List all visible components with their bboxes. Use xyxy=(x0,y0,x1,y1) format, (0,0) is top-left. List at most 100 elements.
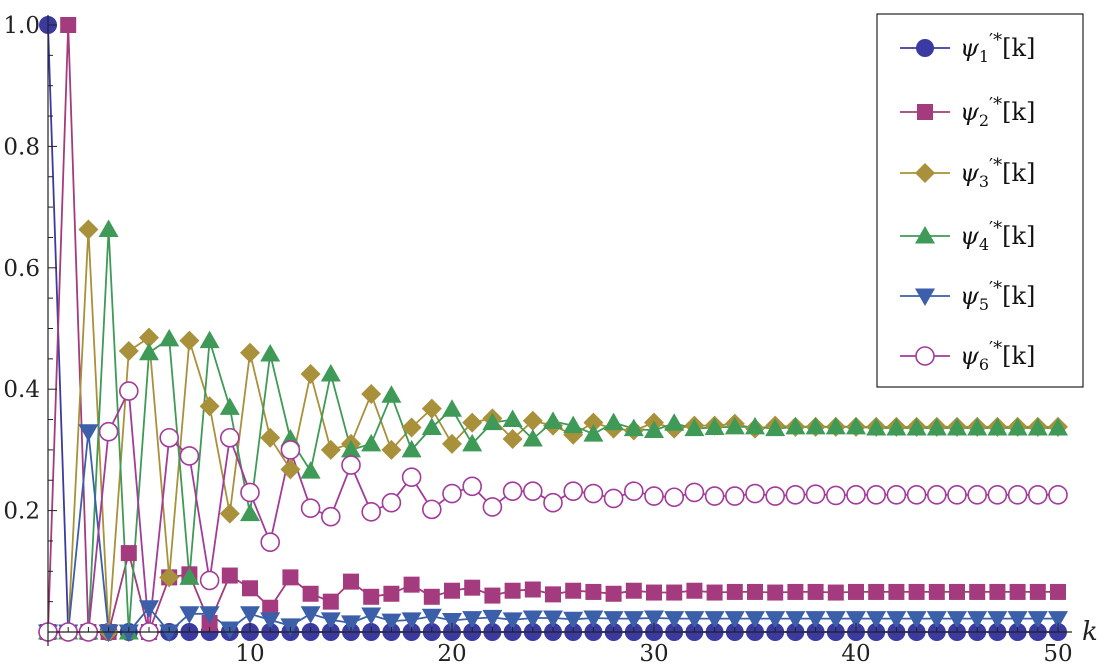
data-point xyxy=(240,482,260,503)
data-point xyxy=(644,486,664,506)
data-point xyxy=(320,506,341,527)
data-point xyxy=(724,416,745,435)
data-point xyxy=(240,606,260,624)
data-point xyxy=(280,440,301,460)
data-point xyxy=(866,485,887,505)
data-point xyxy=(464,579,481,596)
x-ticks: 10 20 30 40 50 xyxy=(67,623,1073,667)
data-point xyxy=(989,583,1006,600)
data-point xyxy=(686,582,703,599)
data-point xyxy=(543,492,563,513)
data-point xyxy=(623,611,644,629)
data-point xyxy=(522,481,543,501)
data-point xyxy=(159,427,179,448)
data-point xyxy=(563,415,584,434)
legend: ψ1′*[k] ψ2′*[k] ψ3′*[k] ψ4′*[k] ψ5′*[k] ψ6′*[… xyxy=(876,13,1084,388)
data-point xyxy=(664,413,685,431)
data-point xyxy=(421,398,442,419)
data-point xyxy=(906,611,927,629)
data-point xyxy=(221,567,238,584)
data-point xyxy=(260,532,281,552)
legend-item-6: ψ6′*[k] xyxy=(900,338,1035,374)
data-point xyxy=(947,418,967,436)
data-point xyxy=(280,459,301,480)
data-point xyxy=(545,586,561,603)
data-point xyxy=(1048,485,1068,505)
data-point xyxy=(644,420,664,438)
data-point xyxy=(502,409,523,428)
data-point xyxy=(787,583,804,600)
data-point xyxy=(320,439,341,460)
data-point xyxy=(199,570,220,591)
data-point xyxy=(724,611,745,629)
data-point xyxy=(442,433,462,454)
data-point xyxy=(383,585,400,602)
data-point xyxy=(78,219,99,240)
data-point xyxy=(585,583,602,600)
data-point xyxy=(1027,611,1048,629)
data-point xyxy=(949,583,965,600)
data-point xyxy=(219,397,240,415)
data-point xyxy=(502,428,523,449)
data-point xyxy=(583,483,604,504)
data-point xyxy=(444,582,460,599)
data-point xyxy=(767,584,784,601)
data-point xyxy=(886,418,907,436)
data-point xyxy=(442,612,462,631)
data-point xyxy=(664,611,685,629)
data-point xyxy=(522,428,543,447)
data-point xyxy=(603,611,624,629)
data-point xyxy=(745,611,765,629)
legend-swatch-marker xyxy=(915,288,935,306)
data-point xyxy=(704,611,725,629)
legend-items: ψ1′*[k] ψ2′*[k] ψ3′*[k] ψ4′*[k] ψ5′*[k] ψ6′*[… xyxy=(900,30,1035,374)
x-tick-label: 50 xyxy=(1043,641,1072,667)
data-point xyxy=(868,583,885,600)
series-points-4 xyxy=(38,219,1068,640)
data-point xyxy=(623,418,644,437)
legend-item-3: ψ3′*[k] xyxy=(900,155,1035,191)
data-point xyxy=(361,607,382,626)
legend-swatch-marker xyxy=(915,226,935,244)
data-point xyxy=(401,467,422,488)
data-point xyxy=(726,583,743,600)
data-point xyxy=(219,503,240,524)
data-point xyxy=(765,486,786,506)
legend-label: ψ1′*[k] xyxy=(960,30,1035,66)
x-tick-label: 30 xyxy=(639,641,668,667)
data-point xyxy=(785,611,806,629)
data-point xyxy=(159,624,180,642)
data-point xyxy=(623,481,644,501)
data-point xyxy=(220,427,240,448)
data-point xyxy=(908,583,925,600)
legend-swatch-marker xyxy=(917,104,933,120)
data-point xyxy=(846,485,866,505)
data-point xyxy=(644,610,664,629)
data-point xyxy=(322,593,339,610)
y-tick-label: 0.8 xyxy=(3,134,40,160)
data-point xyxy=(240,342,260,363)
data-point xyxy=(260,612,281,630)
legend-label: ψ4′*[k] xyxy=(960,218,1035,254)
data-point xyxy=(1050,583,1066,600)
data-point xyxy=(302,585,319,602)
data-point xyxy=(603,488,624,509)
x-tick-label: 10 xyxy=(235,641,264,667)
data-point xyxy=(926,611,947,629)
data-point xyxy=(282,569,299,586)
data-point xyxy=(139,342,159,361)
data-point xyxy=(666,584,683,601)
y-tick-label: 0.4 xyxy=(3,377,40,403)
data-point xyxy=(381,439,402,460)
data-point xyxy=(967,611,988,629)
data-point xyxy=(179,330,200,351)
data-point xyxy=(967,485,988,505)
data-point xyxy=(747,583,763,600)
data-point xyxy=(421,417,442,435)
data-point xyxy=(442,399,462,417)
data-point xyxy=(300,461,321,479)
axes: 10 20 30 40 50 0.2 0.4 0.6 0.8 1.0 k xyxy=(3,13,1097,667)
data-point xyxy=(1048,418,1068,436)
data-point xyxy=(805,611,826,629)
